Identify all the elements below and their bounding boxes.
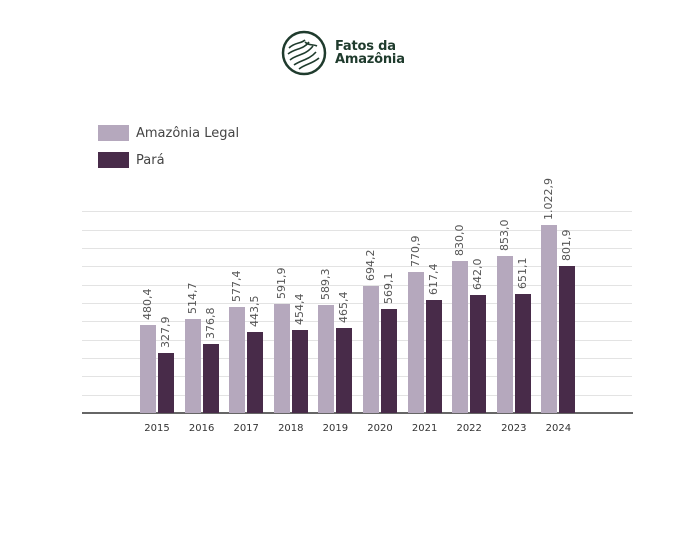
chart-legend: Amazônia Legal Pará [98, 124, 239, 178]
gridline [82, 211, 632, 212]
bar-para-2021 [425, 299, 442, 413]
bar-para-2023 [514, 293, 531, 413]
legend-item-para: Pará [98, 151, 239, 169]
bar-amazonia-legal-2017 [229, 307, 246, 413]
data-label: 454,4 [292, 293, 306, 325]
x-tick-label: 2018 [278, 423, 304, 434]
legend-item-amazonia-legal: Amazônia Legal [98, 124, 239, 142]
bar-amazonia-legal-2020 [363, 285, 379, 413]
bar-para-2024 [559, 265, 576, 413]
x-axis-baseline [82, 412, 633, 414]
legend-label: Pará [136, 152, 165, 168]
gridline [82, 340, 632, 341]
x-tick-label: 2016 [188, 423, 215, 434]
data-label: 801,9 [560, 229, 574, 261]
bar-para-2017 [247, 331, 264, 413]
data-label: 830,0 [453, 224, 467, 256]
data-label: 589,3 [319, 268, 333, 300]
data-label: 327,9 [159, 316, 172, 348]
bar-amazonia-legal-2019 [318, 304, 335, 413]
x-tick-label: 2023 [501, 423, 527, 434]
logo-line-2: Amazônia [335, 52, 405, 67]
data-label: 651,1 [515, 257, 529, 289]
gridline [82, 303, 632, 304]
legend-swatch-para [98, 152, 129, 168]
logo-line-1: Fatos da [335, 39, 396, 54]
gridline [82, 266, 632, 267]
data-label: 694,2 [364, 249, 377, 281]
gridline [82, 395, 632, 396]
bar-amazonia-legal-2015 [140, 324, 156, 413]
x-tick-label: 2021 [411, 423, 438, 434]
x-tick-label: 2020 [367, 423, 393, 434]
bar-para-2015 [158, 352, 174, 413]
data-label: 443,5 [248, 295, 262, 327]
topographic-circle-icon [281, 30, 327, 76]
data-label: 770,9 [408, 235, 422, 267]
x-tick-label: 2024 [545, 423, 572, 434]
logo: Fatos da Amazônia [281, 30, 405, 76]
bar-para-2016 [202, 343, 219, 413]
bar-amazonia-legal-2016 [184, 318, 201, 413]
x-tick-label: 2015 [144, 423, 170, 434]
data-label: 376,8 [203, 307, 217, 339]
data-label: 577,4 [230, 270, 244, 303]
gridline [82, 248, 632, 249]
data-label: 569,1 [382, 272, 395, 304]
gridline [82, 230, 632, 231]
data-label: 480,4 [141, 288, 154, 320]
bar-para-2020 [381, 308, 397, 413]
gridline [82, 321, 632, 322]
x-tick-label: 2022 [456, 423, 482, 434]
data-label: 591,9 [274, 267, 288, 300]
x-tick-label: 2017 [233, 423, 259, 434]
bar-amazonia-legal-2022 [452, 260, 469, 413]
gridline [82, 376, 632, 377]
gridline [82, 285, 632, 286]
gridline [82, 358, 632, 359]
data-label: 514,7 [185, 282, 199, 314]
bar-para-2018 [291, 329, 308, 413]
legend-label: Amazônia Legal [136, 125, 240, 141]
data-label: 853,0 [497, 219, 511, 252]
bar-amazonia-legal-2021 [407, 271, 424, 413]
x-tick-label: 2019 [322, 423, 349, 434]
data-label: 617,4 [426, 263, 440, 295]
data-label: 465,4 [337, 291, 351, 323]
bar-amazonia-legal-2024 [541, 225, 558, 413]
bar-amazonia-legal-2018 [273, 304, 290, 413]
bar-para-2022 [470, 295, 487, 413]
data-label: 642,0 [471, 258, 485, 291]
bar-para-2019 [336, 327, 353, 413]
data-label: 1.022,9 [542, 178, 556, 221]
legend-swatch-amazonia-legal [98, 125, 129, 141]
bar-amazonia-legal-2023 [496, 256, 513, 413]
